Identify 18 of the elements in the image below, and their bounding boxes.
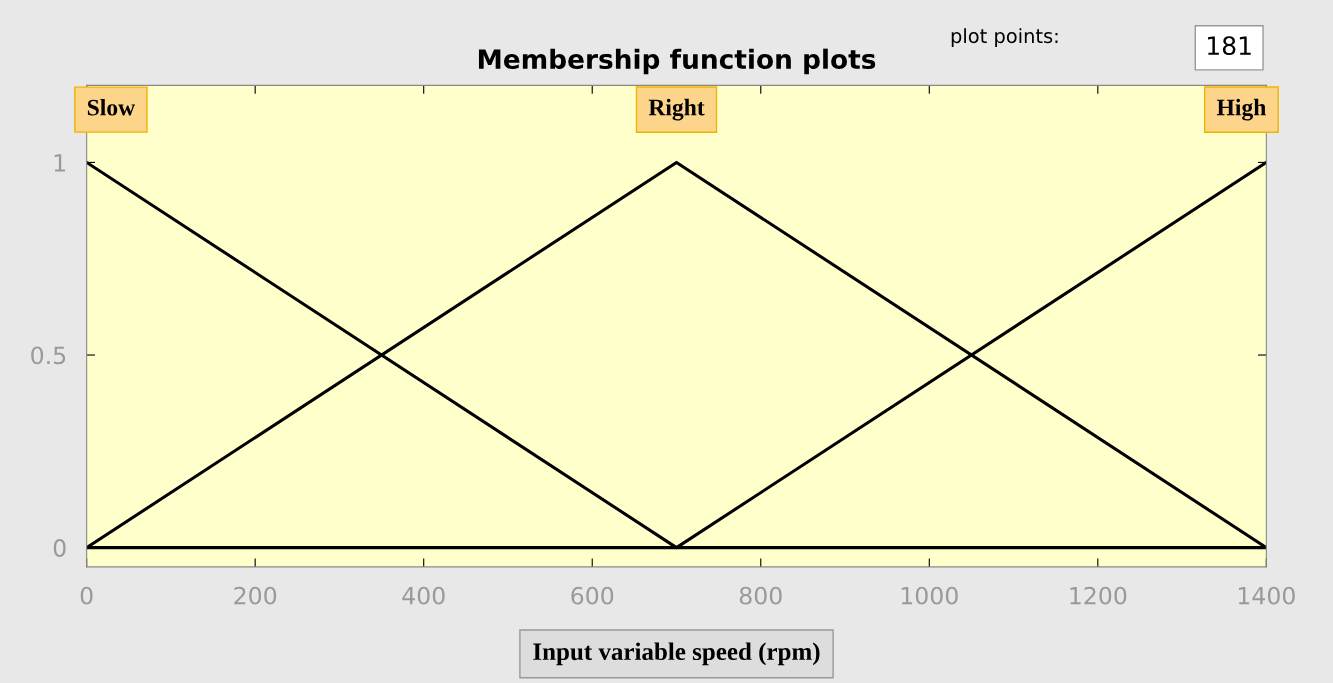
x-tick-label: 400 (402, 586, 445, 605)
y-tick-label: 0 (53, 539, 66, 557)
y-tick-label: 1 (54, 154, 66, 172)
legend-label: Slow (87, 98, 136, 116)
x-tick-label: 200 (234, 586, 277, 605)
text: Right (648, 98, 705, 121)
chart-title: Membership function plots (478, 48, 876, 75)
x-tick-label: 800 (739, 586, 782, 605)
x-tick-label: 1400 (1238, 586, 1295, 605)
y-tick-label: 0.5 (31, 346, 66, 365)
legend-label: High (1216, 98, 1266, 121)
x-axis-title: Input variable speed (rpm) (533, 642, 820, 666)
x-tick-label: 600 (571, 586, 614, 605)
x-tick-label: 1200 (1070, 586, 1127, 605)
text: plot points: (951, 28, 1058, 47)
text: 181 (1208, 36, 1251, 56)
x-tick-label: 1000 (901, 586, 958, 605)
x-tick-label: 0 (80, 586, 93, 605)
